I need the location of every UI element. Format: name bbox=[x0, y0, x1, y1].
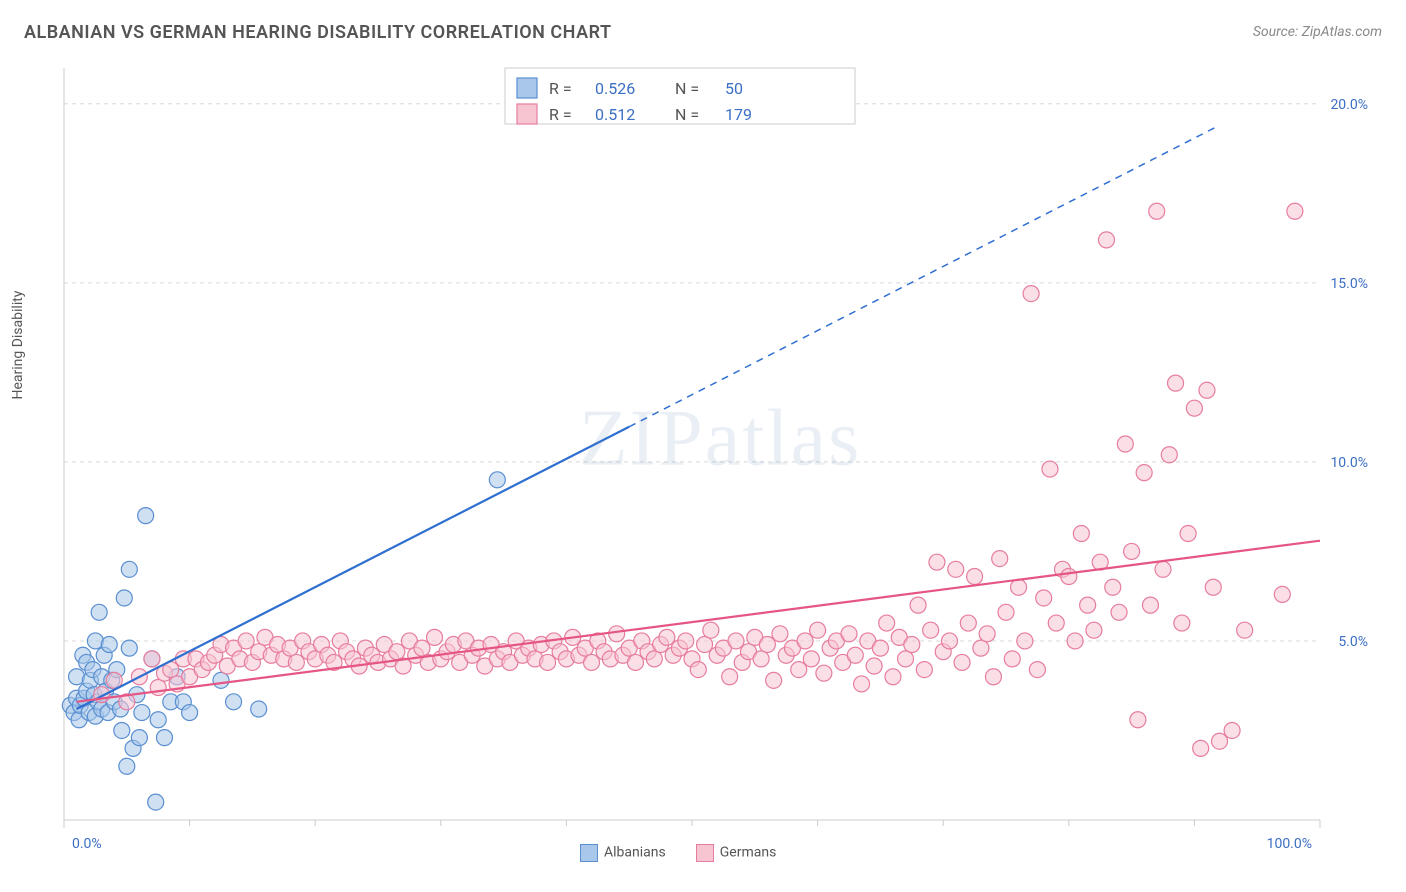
svg-text:0.526: 0.526 bbox=[595, 79, 635, 98]
legend-item-germans: Germans bbox=[696, 844, 777, 862]
svg-text:R =: R = bbox=[549, 105, 572, 124]
legend-swatch bbox=[696, 844, 714, 862]
chart-title: ALBANIAN VS GERMAN HEARING DISABILITY CO… bbox=[24, 22, 612, 43]
y-axis-label: Hearing Disability bbox=[10, 291, 26, 400]
y-tick-label: 10.0% bbox=[1330, 455, 1368, 471]
legend-top: R = 0.526 N = 50 R = 0.512 N = 179 bbox=[505, 68, 855, 124]
y-tick-label: 15.0% bbox=[1330, 276, 1368, 292]
legend-label: Albanians bbox=[604, 845, 666, 861]
x-tick-label: 0.0% bbox=[72, 836, 102, 852]
svg-text:N =: N = bbox=[675, 105, 699, 124]
scatter-chart: 5.0% 10.0% 15.0% 20.0% 0.0% 100.0% R = 0.526 N =… bbox=[60, 60, 1380, 890]
svg-text:R =: R = bbox=[549, 79, 572, 98]
legend-swatch bbox=[580, 844, 598, 862]
svg-text:N =: N = bbox=[675, 79, 699, 98]
svg-text:0.512: 0.512 bbox=[595, 105, 635, 124]
svg-text:50: 50 bbox=[725, 79, 743, 98]
source-label: Source: ZipAtlas.com bbox=[1253, 24, 1382, 40]
chart-container: ALBANIAN VS GERMAN HEARING DISABILITY CO… bbox=[0, 0, 1406, 892]
legend-label: Germans bbox=[720, 845, 777, 861]
svg-text:179: 179 bbox=[725, 105, 752, 124]
x-tick-label: 100.0% bbox=[1267, 836, 1312, 852]
series-germans bbox=[94, 203, 1303, 756]
legend-item-albanians: Albanians bbox=[580, 844, 666, 862]
plot-area: 5.0% 10.0% 15.0% 20.0% 0.0% 100.0% R = 0.526 N =… bbox=[60, 60, 1380, 850]
y-tick-label: 5.0% bbox=[1338, 634, 1368, 650]
legend-bottom: Albanians Germans bbox=[580, 844, 776, 862]
y-tick-label: 20.0% bbox=[1330, 97, 1368, 113]
